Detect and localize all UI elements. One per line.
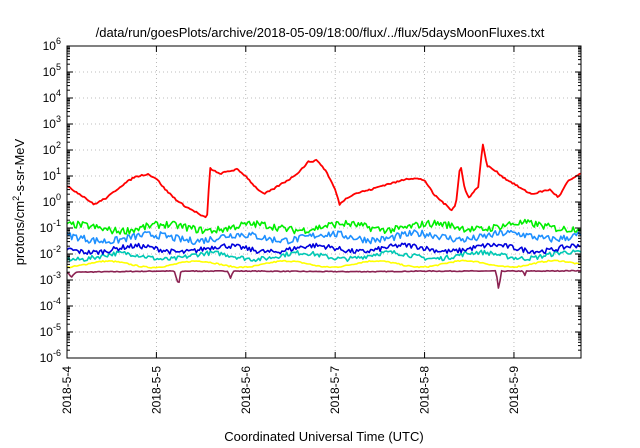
y-tick-label: 10-2	[40, 244, 61, 261]
x-tick-label: 2018-5-7	[328, 366, 342, 414]
y-tick-label: 103	[43, 114, 61, 131]
series-line	[67, 259, 581, 269]
series-line	[67, 249, 581, 263]
y-tick-label: 10-6	[40, 348, 61, 365]
x-tick-label: 2018-5-4	[60, 366, 74, 414]
x-tick-label: 2018-5-8	[418, 366, 432, 414]
grid	[67, 46, 581, 358]
x-axis-label: Coordinated Universal Time (UTC)	[224, 429, 423, 444]
y-tick-label: 102	[43, 140, 61, 157]
y-tick-label: 106	[43, 36, 61, 53]
series-line	[67, 229, 581, 246]
series-line	[67, 143, 581, 219]
series-line	[67, 218, 581, 235]
x-tick-label: 2018-5-6	[239, 366, 253, 414]
y-tick-label: 101	[43, 166, 61, 183]
y-tick-label: 10-5	[40, 322, 61, 339]
axes: 10-6 10-5 10-4 10-3 10-2 10-1 100 101 102 103 104 1…	[40, 36, 581, 414]
y-axis-label: protons/cm2-s-sr-MeV	[11, 138, 27, 265]
y-tick-label: 10-3	[40, 270, 61, 287]
x-tick-label: 2018-5-9	[507, 366, 521, 414]
x-tick-label: 2018-5-5	[149, 366, 163, 414]
y-tick-label: 105	[43, 62, 61, 79]
y-tick-label: 10-4	[40, 296, 61, 313]
series-line	[67, 269, 581, 289]
y-tick-label: 104	[43, 88, 61, 105]
series-line	[67, 242, 581, 255]
chart-title: /data/run/goesPlots/archive/2018-05-09/1…	[96, 25, 545, 40]
y-tick-label: 10-1	[40, 218, 61, 235]
series-layer	[67, 143, 581, 289]
y-tick-label: 100	[43, 192, 61, 209]
